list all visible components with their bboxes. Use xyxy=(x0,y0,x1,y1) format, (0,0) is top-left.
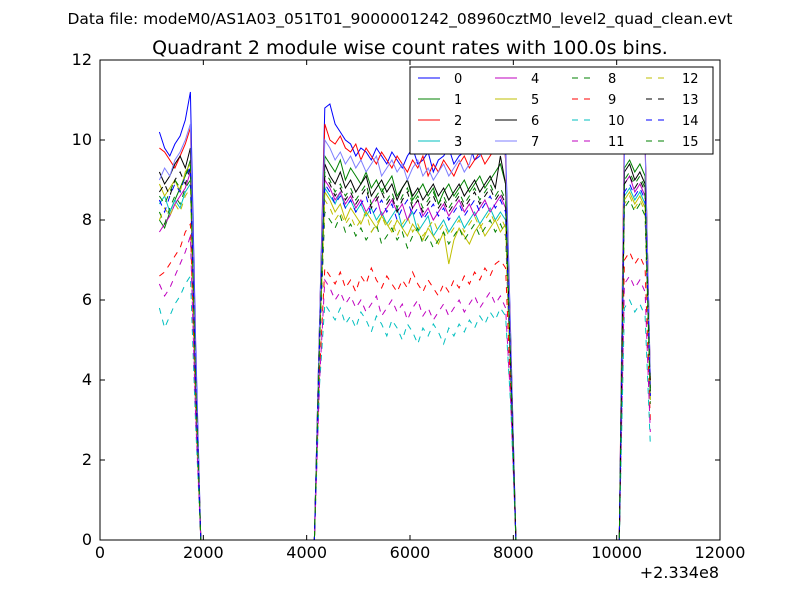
legend-label-8: 8 xyxy=(608,72,616,87)
chart-title: Quadrant 2 module wise count rates with … xyxy=(152,37,668,59)
x-tick-label: 10000 xyxy=(591,543,642,562)
legend-label-6: 6 xyxy=(531,114,539,129)
legend-label-11: 11 xyxy=(608,135,625,150)
y-tick-label: 10 xyxy=(72,130,92,149)
series-line-4 xyxy=(158,171,651,540)
series-line-10 xyxy=(158,274,651,540)
series-line-9 xyxy=(159,222,651,540)
series-line-7 xyxy=(158,122,651,540)
series-line-5 xyxy=(158,162,651,540)
legend-label-9: 9 xyxy=(608,93,616,108)
x-tick-label: 6000 xyxy=(390,543,431,562)
legend-label-1: 1 xyxy=(454,93,462,108)
series-line-11 xyxy=(158,235,651,540)
x-tick-label: 12000 xyxy=(695,543,746,562)
series-layer xyxy=(158,91,651,540)
legend-label-12: 12 xyxy=(682,72,699,87)
y-tick-label: 8 xyxy=(82,210,92,229)
legend-label-2: 2 xyxy=(454,114,462,129)
x-tick-label: 0 xyxy=(95,543,105,562)
legend-label-5: 5 xyxy=(531,93,539,108)
figure-suptitle: Data file: modeM0/AS1A03_051T01_90000012… xyxy=(67,10,732,29)
legend-frame xyxy=(409,66,714,155)
legend-label-7: 7 xyxy=(531,135,539,150)
y-tick-label: 4 xyxy=(82,370,92,389)
series-line-6 xyxy=(158,147,651,540)
legend-label-4: 4 xyxy=(531,72,539,87)
legend-label-13: 13 xyxy=(682,93,699,108)
series-line-3 xyxy=(158,182,651,540)
x-tick-label: 8000 xyxy=(493,543,534,562)
legend-label-10: 10 xyxy=(608,114,625,129)
legend-label-15: 15 xyxy=(682,135,699,150)
y-tick-label: 0 xyxy=(82,530,92,549)
legend-label-14: 14 xyxy=(682,114,699,129)
x-offset-label: +2.334e8 xyxy=(640,563,719,582)
x-tick-label: 4000 xyxy=(286,543,327,562)
x-tick-label: 2000 xyxy=(183,543,224,562)
legend-label-0: 0 xyxy=(454,72,462,87)
series-line-14 xyxy=(158,166,651,540)
y-tick-label: 12 xyxy=(72,50,92,69)
series-line-12 xyxy=(158,186,651,540)
legend-label-3: 3 xyxy=(454,135,462,150)
y-tick-label: 6 xyxy=(82,290,92,309)
series-line-2 xyxy=(159,107,651,540)
series-line-0 xyxy=(158,91,651,540)
y-tick-label: 2 xyxy=(82,450,92,469)
